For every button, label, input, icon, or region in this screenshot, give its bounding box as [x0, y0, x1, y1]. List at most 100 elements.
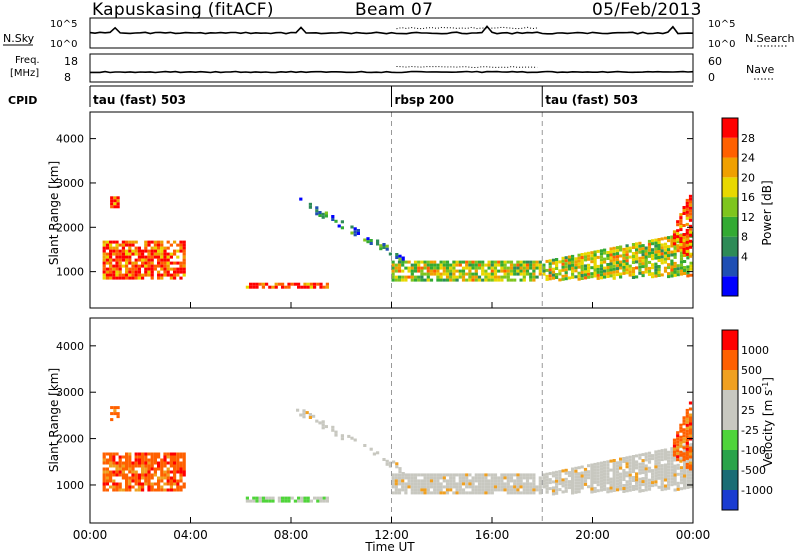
echo-cell-rbsp-layer	[452, 485, 456, 489]
echo-cell-dawn-patch	[157, 249, 161, 253]
echo-cell-evening-band	[593, 253, 597, 257]
echo-cell-rbsp-layer	[522, 275, 526, 279]
echo-cell-morning-arc	[322, 499, 326, 503]
echo-cell-far-range-patch	[110, 199, 114, 203]
echo-cell-rbsp-layer	[401, 488, 405, 492]
echo-cell-rbsp-layer	[468, 260, 472, 264]
echo-cell-evening-band	[542, 263, 546, 267]
echo-cell-dawn-patch	[166, 267, 170, 271]
echo-cell-dawn-patch	[128, 467, 132, 471]
echo-cell-evening-band	[660, 473, 664, 477]
echo-cell-dawn-patch	[150, 240, 154, 244]
echo-cell-dawn-patch	[144, 476, 148, 480]
echo-cell-rbsp-layer	[497, 269, 501, 273]
echo-cell-evening-band	[603, 466, 607, 470]
echo-cell-rbsp-layer	[487, 266, 491, 270]
echo-cell-dawn-patch	[141, 458, 145, 462]
echo-cell-rbsp-layer	[519, 476, 523, 480]
echo-cell-rbsp-layer	[426, 260, 430, 264]
echo-cell-evening-band	[667, 471, 671, 475]
echo-cell-evening-band	[574, 487, 578, 491]
echo-cell-evening-band	[670, 262, 674, 266]
echo-cell-morning-arc	[255, 496, 259, 500]
echo-cell-dawn-patch	[173, 461, 177, 465]
echo-cell-dawn-patch	[157, 264, 161, 268]
echo-cell-dawn-patch	[153, 458, 157, 462]
echo-cell-evening-band	[644, 452, 648, 456]
echo-cell-dawn-patch	[157, 479, 161, 483]
echo-cell-rbsp-layer	[394, 266, 398, 270]
echo-cell-rbsp-layer	[471, 485, 475, 489]
echo-cell-late-plume	[685, 411, 689, 415]
echo-cell-rbsp-layer	[493, 269, 498, 273]
echo-cell-dawn-patch	[144, 470, 148, 474]
echo-cell-rbsp-layer	[449, 266, 453, 270]
echo-cell-evening-band	[564, 477, 568, 481]
echo-cell-evening-band	[619, 260, 623, 264]
echo-cell-dawn-patch	[150, 270, 154, 274]
echo-cell-rbsp-layer	[423, 266, 427, 270]
echo-cell-rbsp-layer	[487, 260, 491, 264]
echo-cell-dawn-patch	[118, 261, 122, 265]
echo-cell-rbsp-layer	[477, 266, 482, 270]
echo-cell-evening-band	[689, 473, 693, 477]
echo-cell-rbsp-layer	[423, 278, 427, 282]
echo-cell-dawn-patch	[105, 470, 109, 474]
echo-cell-evening-band	[619, 263, 623, 267]
echo-cell-morning-arc	[297, 282, 301, 286]
echo-cell-evening-band	[631, 458, 636, 461]
echo-cell-dawn-patch	[144, 455, 148, 459]
echo-cell-dawn-patch	[166, 479, 170, 483]
echo-cell-rbsp-layer	[477, 275, 482, 279]
echo-cell-dawn-patch	[118, 270, 122, 274]
echo-cell-evening-band	[596, 471, 600, 475]
echo-cell-descending-band	[379, 247, 383, 251]
echo-cell-dawn-patch	[163, 273, 167, 277]
echo-cell-evening-band	[580, 271, 584, 274]
echo-cell-dawn-patch	[176, 452, 180, 456]
echo-cell-late-plume	[688, 206, 693, 210]
echo-cell-rbsp-layer	[417, 482, 421, 486]
echo-cell-evening-band	[657, 473, 661, 477]
echo-cell-dawn-patch	[153, 243, 157, 247]
echo-cell-dawn-patch	[125, 452, 129, 456]
echo-cell-dawn-patch	[169, 261, 173, 265]
echo-cell-dawn-patch	[128, 458, 132, 462]
echo-cell-rbsp-layer	[497, 479, 501, 483]
echo-cell-descending-band	[366, 237, 370, 241]
echo-cell-dawn-patch	[141, 464, 145, 468]
echo-cell-evening-band	[638, 241, 642, 245]
echo-cell-evening-band	[647, 251, 652, 255]
echo-cell-rbsp-layer	[509, 263, 514, 267]
echo-cell-evening-band	[667, 245, 671, 249]
echo-cell-evening-band	[555, 264, 559, 267]
echo-cell-dawn-patch	[160, 240, 164, 244]
echo-cell-late-plume	[676, 238, 680, 242]
echo-cell-rbsp-layer	[413, 491, 418, 495]
echo-cell-dawn-patch	[102, 261, 106, 265]
echo-cell-dawn-patch	[173, 267, 177, 271]
echo-cell-dawn-patch	[182, 240, 186, 244]
echo-cell-evening-band	[622, 247, 626, 251]
echo-cell-dawn-patch	[118, 461, 122, 465]
echo-cell-late-plume	[679, 240, 683, 244]
echo-cell-evening-band	[587, 470, 591, 474]
velocity-ytick-label-3: 4000	[56, 340, 84, 353]
echo-cell-evening-band	[657, 449, 661, 453]
echo-cell-late-plume	[688, 194, 693, 198]
echo-cell-rbsp-layer	[449, 269, 453, 273]
echo-cell-evening-band	[609, 459, 613, 463]
echo-cell-late-plume	[685, 234, 689, 238]
echo-cell-rbsp-layer	[474, 260, 478, 264]
echo-cell-evening-band	[670, 271, 674, 275]
echo-cell-rbsp-layer	[449, 272, 453, 276]
echo-cell-evening-band	[631, 479, 636, 482]
echo-cell-dawn-patch	[131, 461, 135, 465]
echo-cell-dawn-patch	[160, 470, 164, 474]
echo-cell-dawn-patch	[112, 470, 116, 474]
echo-cell-dawn-patch	[147, 485, 151, 489]
echo-cell-dawn-patch	[166, 273, 170, 277]
echo-cell-evening-band	[583, 273, 588, 277]
echo-cell-rbsp-layer	[401, 278, 405, 282]
